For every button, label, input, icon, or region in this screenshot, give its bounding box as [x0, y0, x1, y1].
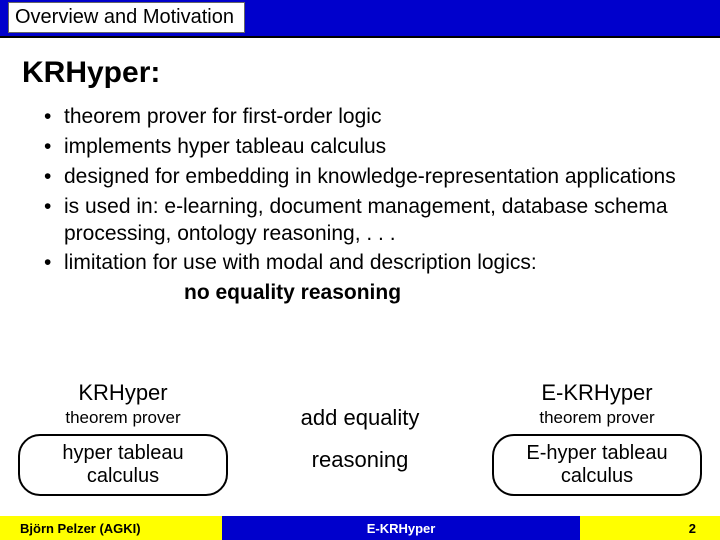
- bullet-dot: •: [44, 134, 64, 161]
- footer-title: E-KRHyper: [222, 516, 580, 540]
- emphasis-line: no equality reasoning: [184, 280, 694, 307]
- right-box-subtitle: theorem prover: [492, 408, 702, 428]
- left-box-subtitle: theorem prover: [18, 408, 228, 428]
- diagram-row: KRHyper theorem prover hyper tableau cal…: [18, 380, 702, 496]
- header-bar: Overview and Motivation: [0, 0, 720, 38]
- bullet-dot: •: [44, 164, 64, 191]
- bullet-list: • theorem prover for first-order logic •…: [44, 104, 694, 307]
- right-column: E-KRHyper theorem prover E-hyper tableau…: [492, 380, 702, 496]
- bullet-dot: •: [44, 104, 64, 131]
- bullet-text: is used in: e-learning, document managem…: [64, 194, 694, 248]
- middle-text-1: add equality: [260, 405, 460, 431]
- footer-page-number: 2: [580, 516, 720, 540]
- footer-author: Björn Pelzer (AGKI): [0, 516, 222, 540]
- left-rounded-box: hyper tableau calculus: [18, 434, 228, 496]
- bullet-text: limitation for use with modal and descri…: [64, 250, 694, 277]
- bullet-text: implements hyper tableau calculus: [64, 134, 694, 161]
- left-box-title: KRHyper: [18, 380, 228, 406]
- list-item: • is used in: e-learning, document manag…: [44, 194, 694, 248]
- bullet-text: theorem prover for first-order logic: [64, 104, 694, 131]
- page-title: KRHyper:: [22, 56, 720, 90]
- right-rounded-box: E-hyper tableau calculus: [492, 434, 702, 496]
- list-item: • designed for embedding in knowledge-re…: [44, 164, 694, 191]
- list-item: • limitation for use with modal and desc…: [44, 250, 694, 277]
- right-box-title: E-KRHyper: [492, 380, 702, 406]
- section-title: Overview and Motivation: [8, 2, 245, 33]
- bullet-dot: •: [44, 250, 64, 277]
- middle-text-2: reasoning: [260, 447, 460, 473]
- bullet-dot: •: [44, 194, 64, 248]
- list-item: • implements hyper tableau calculus: [44, 134, 694, 161]
- footer: Björn Pelzer (AGKI) E-KRHyper 2: [0, 516, 720, 540]
- bullet-text: designed for embedding in knowledge-repr…: [64, 164, 694, 191]
- left-column: KRHyper theorem prover hyper tableau cal…: [18, 380, 228, 496]
- list-item: • theorem prover for first-order logic: [44, 104, 694, 131]
- slide: Overview and Motivation KRHyper: • theor…: [0, 0, 720, 540]
- middle-column: add equality reasoning: [260, 403, 460, 473]
